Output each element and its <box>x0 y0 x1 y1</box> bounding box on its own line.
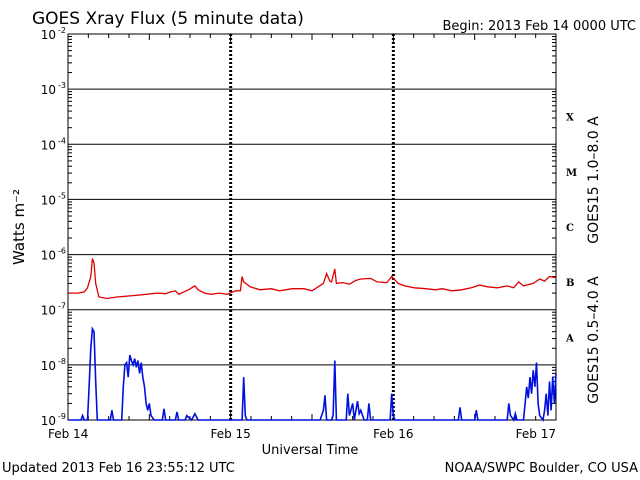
y-axis-label: Watts m⁻² <box>10 189 28 265</box>
y-tick-label: 10 <box>41 138 56 152</box>
flare-class-m: M <box>566 168 577 179</box>
flux-series <box>68 258 557 422</box>
decade-gridlines <box>68 88 556 366</box>
y-tick-label: 10 <box>41 193 56 207</box>
plot-frame <box>67 33 557 421</box>
y-tick-exponent: -5 <box>58 191 66 200</box>
y-tick-label: 10 <box>41 83 56 97</box>
y-tick-exponent: -6 <box>58 247 66 256</box>
y-tick-exponent: -3 <box>58 81 66 90</box>
day-markers <box>229 34 395 420</box>
flare-class-x: X <box>566 113 574 124</box>
y-tick-label: 10 <box>41 359 56 373</box>
y-tick-exponent: -4 <box>58 136 66 145</box>
y-tick-label: 10 <box>41 304 56 318</box>
legend-short-channel: GOES15 0.5–4.0 A <box>586 276 602 404</box>
y-axis-ticks: 10-910-810-710-610-510-410-310-2 <box>41 26 556 428</box>
y-tick-label: 10 <box>41 249 56 263</box>
y-tick-label: 10 <box>41 28 56 42</box>
series-long-channel <box>68 258 557 300</box>
legend-long-channel: GOES15 1.0–8.0 A <box>586 116 602 244</box>
y-tick-exponent: -7 <box>58 302 66 311</box>
x-tick-label: Feb 14 <box>48 427 88 441</box>
y-tick-label: 10 <box>41 414 56 428</box>
chart-title: GOES Xray Flux (5 minute data) <box>32 9 304 29</box>
y-tick-exponent: -9 <box>58 412 66 421</box>
flare-class-c: C <box>566 223 574 234</box>
begin-time: Begin: 2013 Feb 14 0000 UTC <box>442 19 636 34</box>
y-tick-exponent: -8 <box>58 357 66 366</box>
x-axis-ticks: Feb 14 Feb 15 Feb 16 Feb 17 <box>48 34 557 441</box>
flare-class-a: A <box>565 333 574 344</box>
x-tick-label: Feb 16 <box>373 427 413 441</box>
x-tick-label: Feb 15 <box>210 427 250 441</box>
updated-timestamp: Updated 2013 Feb 16 23:55:12 UTC <box>2 461 235 476</box>
x-tick-label: Feb 17 <box>516 427 556 441</box>
series-short-channel <box>68 326 557 422</box>
x-axis-label: Universal Time <box>262 443 359 458</box>
flare-class-labels: X M C B A <box>565 113 577 345</box>
y-tick-exponent: -2 <box>58 26 66 35</box>
flare-class-b: B <box>566 278 574 289</box>
credit: NOAA/SWPC Boulder, CO USA <box>445 461 638 476</box>
